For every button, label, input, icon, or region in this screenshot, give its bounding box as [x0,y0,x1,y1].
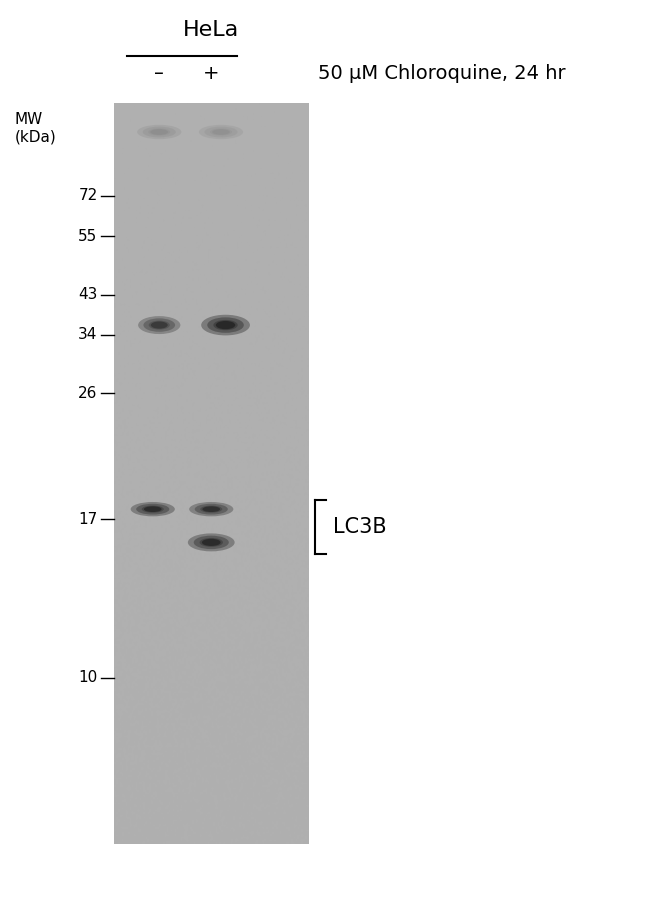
Ellipse shape [194,535,229,550]
Ellipse shape [202,539,220,546]
Ellipse shape [144,506,162,512]
Text: 72: 72 [78,189,98,203]
Ellipse shape [151,321,168,329]
Text: LC3B: LC3B [333,517,386,537]
Ellipse shape [210,128,232,136]
Ellipse shape [207,317,244,333]
Text: MW
(kDa): MW (kDa) [15,112,57,145]
Ellipse shape [195,504,228,515]
Ellipse shape [137,125,181,139]
Ellipse shape [148,128,170,136]
Text: 43: 43 [78,287,98,302]
Ellipse shape [138,316,181,334]
Ellipse shape [144,319,175,332]
Text: 50 μM Chloroquine, 24 hr: 50 μM Chloroquine, 24 hr [318,64,566,84]
Text: +: + [203,64,220,84]
Ellipse shape [131,502,175,516]
Ellipse shape [201,315,250,336]
Text: 26: 26 [78,386,98,401]
Text: 55: 55 [78,229,98,243]
Ellipse shape [202,506,220,512]
Ellipse shape [216,321,235,330]
Ellipse shape [142,506,164,513]
Ellipse shape [150,129,168,135]
Ellipse shape [200,506,222,513]
Ellipse shape [200,538,223,547]
Bar [114,103,309,844]
Text: 10: 10 [78,671,98,685]
Ellipse shape [136,504,169,515]
Text: HeLa: HeLa [183,21,239,40]
Text: 17: 17 [78,512,98,526]
Ellipse shape [189,502,233,516]
Text: 34: 34 [78,328,98,342]
Ellipse shape [188,533,235,551]
Ellipse shape [212,129,230,135]
Ellipse shape [149,321,170,330]
Text: –: – [154,64,164,84]
Ellipse shape [143,127,176,137]
Ellipse shape [199,125,243,139]
Ellipse shape [204,127,238,137]
Ellipse shape [213,320,238,330]
